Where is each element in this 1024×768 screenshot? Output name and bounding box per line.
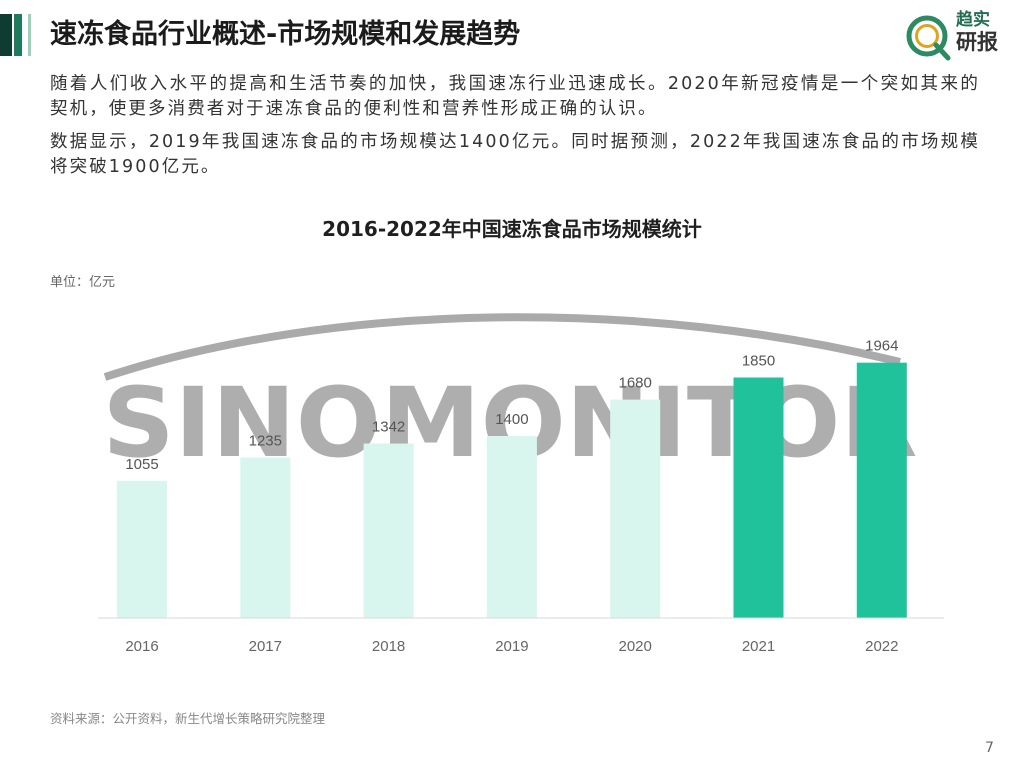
intro-paragraph-2: 数据显示，2019年我国速冻食品的市场规模达1400亿元。同时据预测，2022年… bbox=[50, 132, 980, 177]
watermark-arc bbox=[103, 313, 901, 381]
bar-2017 bbox=[240, 457, 291, 618]
page-number: 7 bbox=[985, 740, 994, 756]
x-tick-label-2020: 2020 bbox=[619, 638, 652, 655]
data-label-2016: 1055 bbox=[125, 456, 158, 473]
logo-q-icon bbox=[906, 15, 951, 61]
data-label-2018: 1342 bbox=[372, 419, 405, 436]
bar-2020 bbox=[610, 399, 661, 618]
x-tick-label-2018: 2018 bbox=[372, 638, 405, 655]
data-label-2020: 1680 bbox=[619, 375, 652, 392]
logo-line-1: 趋实 bbox=[956, 10, 990, 30]
bar-2022 bbox=[856, 362, 907, 618]
bar-2021 bbox=[733, 377, 784, 618]
x-tick-label-2016: 2016 bbox=[125, 638, 158, 655]
data-label-2021: 1850 bbox=[742, 353, 775, 370]
bar-group bbox=[117, 362, 907, 618]
chart-title: 2016-2022年中国速冻食品市场规模统计 bbox=[322, 217, 702, 241]
data-label-2022: 1964 bbox=[865, 338, 898, 355]
x-tick-label-2017: 2017 bbox=[249, 638, 282, 655]
brand-logo: 趋实 研报 bbox=[904, 10, 1014, 64]
bar-2019 bbox=[486, 436, 537, 618]
intro-text: 随着人们收入水平的提高和生活节奏的加快，我国速冻行业迅速成长。2020年新冠疫情… bbox=[50, 72, 980, 188]
source-note: 资料来源：公开资料，新生代增长策略研究院整理 bbox=[50, 711, 326, 726]
x-tick-label-2022: 2022 bbox=[865, 638, 898, 655]
logo-line-2: 研报 bbox=[956, 30, 998, 54]
label-group: 1055 2016 1235 2017 1342 2018 1400 2019 1680 2020… bbox=[125, 338, 898, 655]
bar-chart: SINOMONITOR 1055201612352017134220181400… bbox=[98, 313, 944, 655]
x-tick-label-2021: 2021 bbox=[742, 638, 775, 655]
page-title: 速冻食品行业概述-市场规模和发展趋势 bbox=[50, 19, 521, 50]
x-tick-label-2019: 2019 bbox=[495, 638, 528, 655]
data-label-2017: 1235 bbox=[249, 432, 282, 449]
bar-2016 bbox=[117, 480, 167, 618]
bar-2018 bbox=[363, 443, 414, 618]
intro-paragraph-1: 随着人们收入水平的提高和生活节奏的加快，我国速冻行业迅速成长。2020年新冠疫情… bbox=[50, 74, 980, 119]
chart-unit-label: 单位：亿元 bbox=[50, 275, 116, 290]
data-label-2019: 1400 bbox=[495, 411, 528, 428]
